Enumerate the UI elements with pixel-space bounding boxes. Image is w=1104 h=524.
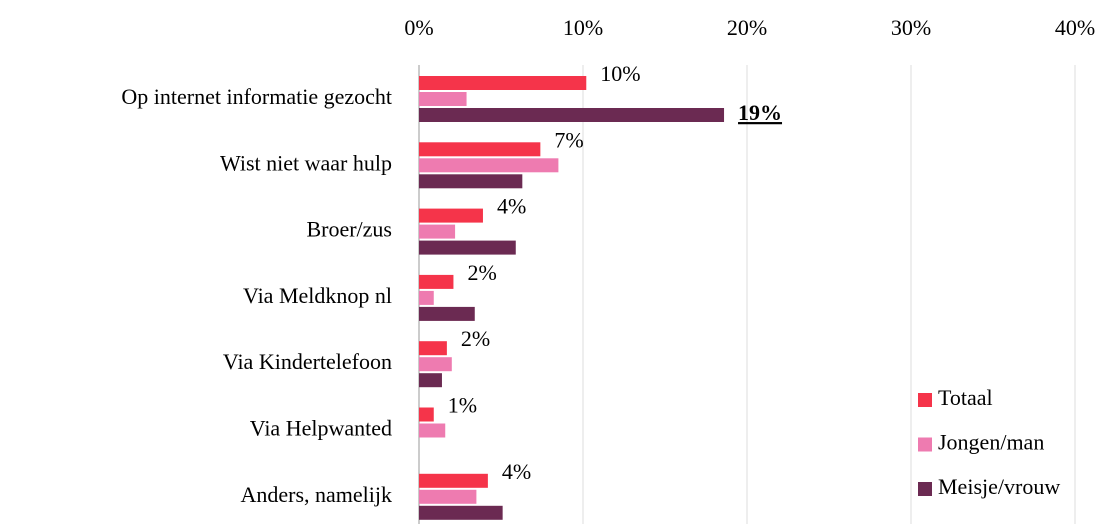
bar	[419, 92, 467, 106]
bar	[419, 373, 442, 388]
bar	[419, 290, 434, 305]
x-tick-label: 30%	[891, 15, 931, 40]
data-label: 10%	[600, 61, 640, 86]
bar	[419, 158, 559, 173]
x-tick-label: 10%	[563, 15, 603, 40]
bar	[419, 224, 456, 239]
bar	[419, 407, 434, 422]
bar	[419, 357, 452, 372]
x-tick-label: 0%	[404, 15, 433, 40]
data-label: 2%	[461, 326, 490, 351]
y-tick-label: Broer/zus	[306, 217, 392, 242]
bar	[419, 473, 488, 488]
bar	[419, 274, 454, 289]
legend-label: Meisje/vrouw	[938, 474, 1060, 499]
y-tick-label: Wist niet waar hulp	[220, 150, 392, 175]
bar	[419, 142, 541, 157]
legend-swatch	[918, 393, 932, 407]
y-tick-label: Via Helpwanted	[250, 416, 392, 441]
data-label: 4%	[497, 194, 526, 219]
y-tick-label: Via Meldknop nl	[243, 283, 392, 308]
x-tick-label: 40%	[1055, 15, 1095, 40]
data-label: 1%	[448, 393, 477, 418]
data-label: 19%	[738, 100, 782, 125]
bar	[419, 489, 477, 504]
bar	[419, 240, 516, 255]
data-label: 7%	[554, 127, 583, 152]
bar	[419, 174, 523, 189]
y-tick-label: Anders, namelijk	[240, 482, 392, 507]
bar	[419, 76, 587, 90]
bar	[419, 208, 483, 223]
y-tick-label: Op internet informatie gezocht	[121, 84, 392, 109]
legend-swatch	[918, 482, 932, 496]
y-tick-label: Via Kindertelefoon	[223, 349, 392, 374]
legend-swatch	[918, 437, 932, 452]
bar	[419, 341, 447, 356]
legend-label: Totaal	[938, 385, 993, 410]
bar	[419, 306, 475, 321]
legend-label: Jongen/man	[938, 430, 1044, 455]
bar	[419, 505, 503, 520]
bar	[419, 108, 725, 122]
bar	[419, 423, 446, 438]
data-label: 2%	[467, 260, 496, 285]
data-label: 4%	[502, 459, 531, 484]
x-tick-label: 20%	[727, 15, 767, 40]
